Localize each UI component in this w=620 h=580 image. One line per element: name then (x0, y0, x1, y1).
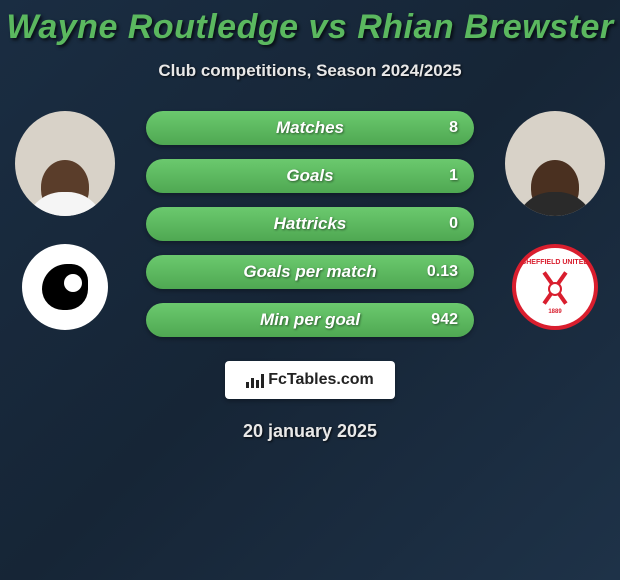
right-column: SHEFFIELD UNITED 1889 (500, 111, 610, 330)
swan-icon (42, 264, 88, 310)
stat-value: 0.13 (427, 263, 458, 281)
player-left-photo (15, 111, 115, 216)
chart-icon (246, 372, 264, 388)
brand-text: FcTables.com (268, 371, 374, 389)
stat-value: 942 (431, 311, 458, 329)
stat-row-gpm: Goals per match 0.13 (146, 255, 474, 289)
date: 20 january 2025 (0, 421, 620, 442)
stat-value: 1 (449, 167, 458, 185)
club-badge-left (22, 244, 108, 330)
stat-label: Goals (286, 166, 333, 186)
stat-row-matches: Matches 8 (146, 111, 474, 145)
main-row: Matches 8 Goals 1 Hattricks 0 Goals per … (0, 111, 620, 337)
stat-label: Min per goal (260, 310, 360, 330)
player-right-photo (505, 111, 605, 216)
stat-row-goals: Goals 1 (146, 159, 474, 193)
club-badge-right: SHEFFIELD UNITED 1889 (512, 244, 598, 330)
stat-label: Hattricks (274, 214, 347, 234)
left-column (10, 111, 120, 330)
badge-text: SHEFFIELD UNITED (522, 259, 589, 267)
badge-year: 1889 (522, 309, 589, 316)
title: Wayne Routledge vs Rhian Brewster (0, 8, 620, 47)
brand-box: FcTables.com (225, 361, 395, 399)
stat-value: 0 (449, 215, 458, 233)
stat-row-mpg: Min per goal 942 (146, 303, 474, 337)
player-shoulders-icon (26, 192, 104, 216)
stat-value: 8 (449, 119, 458, 137)
stats-column: Matches 8 Goals 1 Hattricks 0 Goals per … (130, 111, 490, 337)
subtitle: Club competitions, Season 2024/2025 (0, 61, 620, 81)
stat-label: Matches (276, 118, 344, 138)
swords-icon (535, 269, 575, 309)
comparison-card: Wayne Routledge vs Rhian Brewster Club c… (0, 0, 620, 442)
stat-row-hattricks: Hattricks 0 (146, 207, 474, 241)
stat-label: Goals per match (243, 262, 376, 282)
player-shoulders-icon (516, 192, 594, 216)
